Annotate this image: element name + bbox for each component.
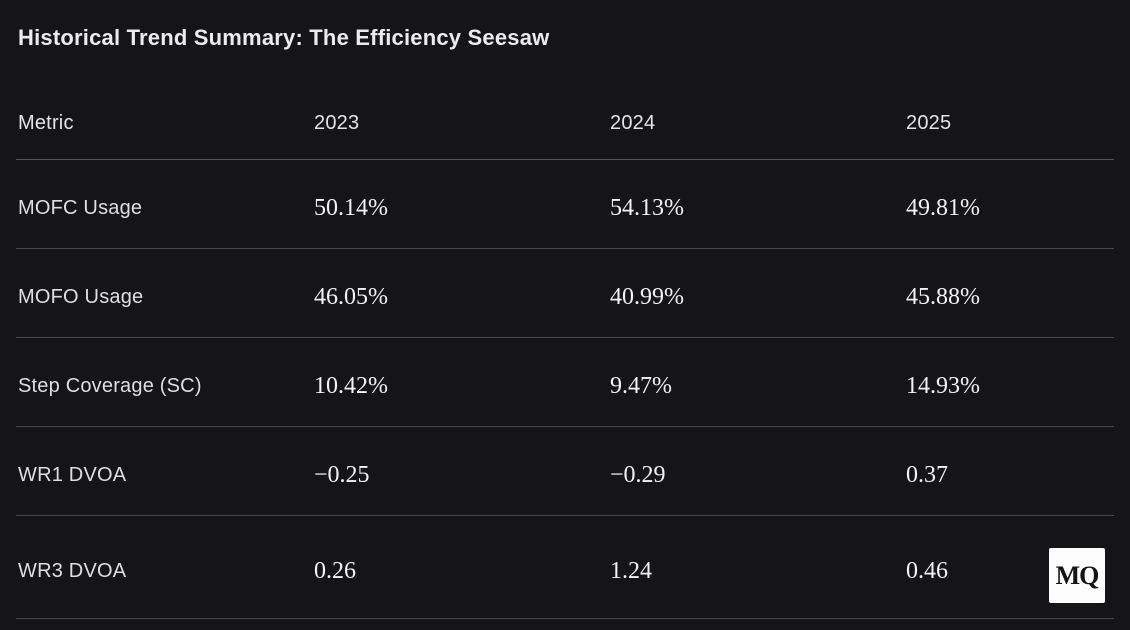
value-cell: 0.26 (314, 557, 356, 584)
metric-cell: MOFO Usage (18, 285, 144, 308)
value-cell: 40.99% (610, 283, 684, 310)
column-header-2025: 2025 (906, 112, 952, 134)
value-cell: 46.05% (314, 283, 388, 310)
value-cell: 0.46 (906, 557, 948, 584)
metric-cell: Step Coverage (SC) (18, 374, 202, 397)
value-cell: 54.13% (610, 194, 684, 221)
page-title: Historical Trend Summary: The Efficiency… (18, 25, 550, 50)
table-header-row: Metric 2023 2024 2025 (16, 88, 1114, 160)
value-cell: 50.14% (314, 194, 388, 221)
value-cell: −0.29 (610, 461, 666, 488)
table-row: Step Coverage (SC) 10.42% 9.47% 14.93% (16, 338, 1114, 427)
trend-summary-table: Metric 2023 2024 2025 MOFC Usage 50.14% … (16, 88, 1114, 619)
table-row: MOFC Usage 50.14% 54.13% 49.81% (16, 160, 1114, 249)
metric-cell: WR1 DVOA (18, 463, 127, 486)
column-header-metric: Metric (18, 112, 74, 134)
value-cell: 9.47% (610, 372, 672, 399)
table-row: WR1 DVOA −0.25 −0.29 0.37 (16, 427, 1114, 516)
column-header-2024: 2024 (610, 112, 656, 134)
table-row: WR3 DVOA 0.26 1.24 0.46 (16, 516, 1114, 619)
value-cell: 49.81% (906, 194, 980, 221)
mq-logo-badge: MQ (1049, 548, 1105, 603)
value-cell: 10.42% (314, 372, 388, 399)
value-cell: 0.37 (906, 461, 948, 488)
metric-cell: WR3 DVOA (18, 559, 127, 582)
value-cell: −0.25 (314, 461, 370, 488)
metric-cell: MOFC Usage (18, 196, 143, 219)
value-cell: 14.93% (906, 372, 980, 399)
table-row: MOFO Usage 46.05% 40.99% 45.88% (16, 249, 1114, 338)
column-header-2023: 2023 (314, 112, 360, 134)
value-cell: 45.88% (906, 283, 980, 310)
value-cell: 1.24 (610, 557, 652, 584)
